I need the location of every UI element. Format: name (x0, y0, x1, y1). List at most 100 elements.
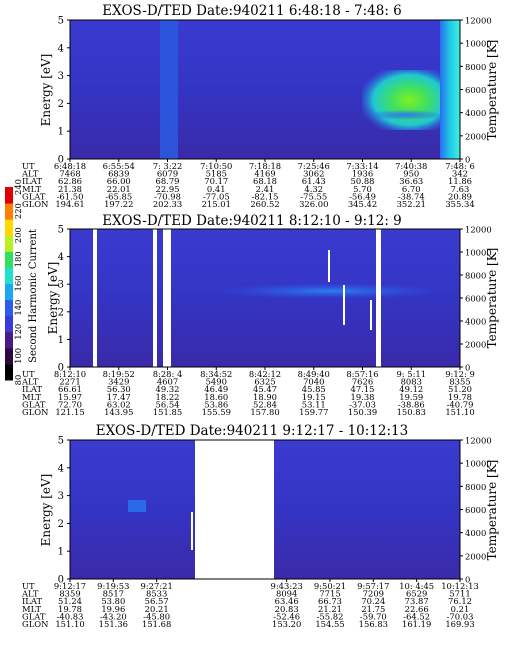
panel-3-cell-ilat: 56.57 (145, 596, 169, 606)
panel-2-ytick-label: 4 (58, 252, 64, 263)
panel-3-cell-glat: -64.52 (403, 611, 430, 621)
panel-1-cell-ut: 7:18:18 (249, 161, 281, 171)
panel-2-cell-glat: 53.11 (302, 399, 326, 409)
panel-2-y-axis: 0 1 2 3 4 5 (58, 225, 70, 374)
colorbar-swatch (5, 347, 13, 365)
panel-2-y2label: Temperature [K] (485, 248, 499, 349)
panel-1-cell-glon: 326.00 (299, 199, 328, 209)
colorbar-ticks: 80 100 120 140 160 180 200 220 240 (13, 179, 23, 385)
colorbar-label: Second Harmonic Current (28, 229, 39, 363)
panel-2-y2tick-label: 12000 (465, 225, 492, 235)
panel-3-y2tick-label: 4000 (465, 528, 486, 538)
panel-2-cell-glat: -37.03 (349, 399, 376, 409)
panel-2-cell-ut: 8:28: 4 (153, 369, 183, 379)
panel-1-cell-mlt: 0.41 (207, 184, 226, 194)
panel-2-cell-ut: 8:19:52 (103, 369, 135, 379)
panel-2-cell-ilat: 47.15 (351, 384, 375, 394)
panel-3-cell-mlt: 22.66 (405, 604, 429, 614)
panel-3-row-label: ALT (21, 589, 39, 599)
colorbar-tick-label: 100 (13, 348, 23, 364)
panel-1-ylabel: Energy [eV] (39, 54, 53, 127)
colorbar-swatch (5, 331, 13, 349)
panel-3-y2tick-label: 6000 (465, 505, 486, 515)
panel-1-cell-mlt: 21.38 (58, 184, 82, 194)
panel-2-cell-ilat: 49.12 (399, 384, 423, 394)
panel-2-cell-ilat: 45.85 (302, 384, 326, 394)
panel-1-cell-ut: 7:48: 6 (445, 161, 475, 171)
panel-1-low-energy-streak (365, 110, 445, 120)
colorbar-tick-label: 240 (13, 179, 23, 195)
panel-3-title: EXOS-D/TED Date:940211 9:12:17 - 10:12:1… (96, 423, 408, 439)
panel-3-cell-glon: 161.19 (402, 619, 431, 629)
panel-2-cell-ut: 8:12:10 (54, 369, 86, 379)
panel-3-cell-ut: 9:57:17 (357, 581, 389, 591)
panel-3-cell-glon: 153.20 (272, 619, 301, 629)
panel-3-cell-glat: -43.20 (100, 611, 127, 621)
panel-3-cell-glat: -55.82 (317, 611, 344, 621)
panel-1-cell-glat: -38.74 (398, 191, 425, 201)
panel-2-cell-glat: -40.79 (447, 399, 474, 409)
panel-1-cell-glat: -77.05 (203, 191, 230, 201)
panel-3-y2tick-label: 0 (465, 575, 470, 585)
panel-2-cell-glat: 52.84 (253, 399, 277, 409)
panel-3-cell-glat: -70.03 (447, 611, 474, 621)
panel-2-cell-glat: 63.02 (107, 399, 131, 409)
panel-2-cell-alt: 2271 (59, 377, 80, 387)
panel-1-bright-band (362, 70, 448, 130)
panel-2-ylabel: Energy [eV] (46, 262, 60, 335)
panel-2-cell-mlt: 19.15 (302, 392, 326, 402)
panel-2-row-label: ALT (21, 377, 39, 387)
panel-3-cell-alt: 8533 (146, 589, 167, 599)
panel-1-cell-ilat: 70.17 (204, 176, 228, 186)
panel-3-row-label: GLAT (22, 611, 46, 621)
panel-1-cell-alt: 950 (403, 169, 419, 179)
panel-2-gap-1 (93, 229, 97, 367)
panel-3-cell-glon: 156.83 (359, 619, 388, 629)
panel-1-ytick-label: 3 (58, 71, 64, 82)
panel-3-cell-ut: 9:27:21 (141, 581, 173, 591)
panel-2-y2tick-label: 4000 (465, 317, 486, 327)
colorbar-swatch (5, 267, 13, 284)
panel-1-cell-alt: 3062 (303, 169, 324, 179)
panel-2-cell-glon: 155.59 (202, 407, 231, 417)
panel-2-cell-alt: 4607 (157, 377, 178, 387)
panel-2-cell-glat: -38.86 (398, 399, 425, 409)
panel-1-cell-ut: 7:33:14 (346, 161, 378, 171)
panel-1-cell-ilat: 62.86 (58, 176, 82, 186)
panel-1-y2tick-label: 12000 (465, 16, 492, 26)
panel-1-ytick-label: 2 (58, 99, 64, 110)
panel-3-cell-ilat: 63.46 (275, 596, 299, 606)
panel-1-cell-ilat: 50.88 (351, 176, 375, 186)
panel-3-row-label: UT (22, 581, 35, 591)
panel-3-cell-mlt: 21.75 (361, 604, 385, 614)
panel-2-mid-energy-band (215, 283, 445, 299)
panel-2-cell-ilat: 49.32 (156, 384, 180, 394)
panel-2-cell-ut: 8:57:16 (346, 369, 378, 379)
panel-3-y2label: Temperature [K] (485, 460, 499, 561)
panel-1-cell-glat: -61.50 (57, 191, 84, 201)
panel-2-cell-ut: 8:34:52 (200, 369, 232, 379)
panel-1-cell-alt: 4169 (254, 169, 275, 179)
panel-1-row-label: ALT (21, 169, 39, 179)
panel-3-cell-alt: 8359 (59, 589, 80, 599)
panel-2-cell-alt: 7040 (303, 377, 324, 387)
panel-1-y2tick-label: 10000 (465, 39, 492, 49)
panel-3-y2tick-label: 12000 (465, 436, 492, 446)
panel-1-y2tick-label: 4000 (465, 108, 486, 118)
panel-3-cell-glon: 151.10 (55, 619, 84, 629)
panel-2-plot (69, 228, 461, 368)
colorbar-swatch (5, 283, 13, 301)
panel-3-cell-ut: 9:19:53 (97, 581, 129, 591)
panel-3-cell-glat: -40.83 (57, 611, 84, 621)
panel-2-cell-mlt: 17.47 (107, 392, 131, 402)
panel-2-cell-mlt: 19.38 (351, 392, 375, 402)
colorbar-swatch (5, 203, 13, 220)
panel-2-y2tick-label: 2000 (465, 340, 486, 350)
colorbar-swatch (5, 363, 13, 381)
panel-2-cell-glon: 150.83 (397, 407, 426, 417)
panel-1: EXOS-D/TED Date:940211 6:48:18 - 7:48: 6… (21, 3, 499, 209)
panel-3-cell-ilat: 51.24 (58, 596, 82, 606)
